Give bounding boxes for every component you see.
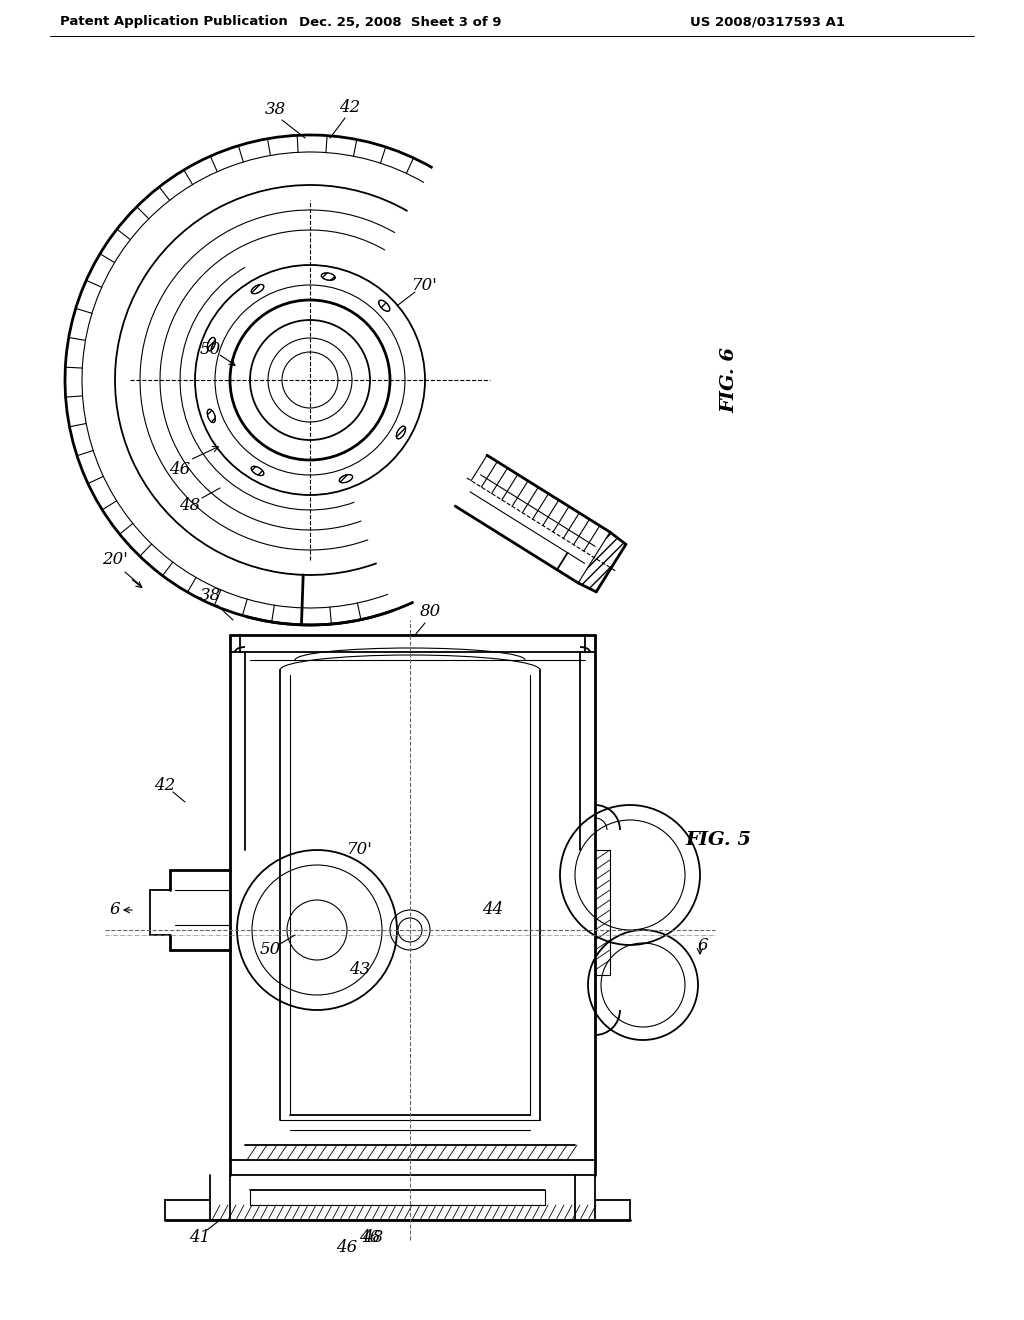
Text: 46: 46 — [336, 1239, 357, 1257]
Text: 6: 6 — [110, 902, 120, 919]
Ellipse shape — [251, 466, 264, 475]
Text: 44: 44 — [482, 902, 504, 919]
Text: Patent Application Publication: Patent Application Publication — [60, 16, 288, 29]
Ellipse shape — [379, 300, 390, 312]
Text: 38: 38 — [264, 102, 286, 119]
Text: 46: 46 — [359, 1229, 381, 1246]
Text: 48: 48 — [362, 1229, 384, 1246]
Text: 20': 20' — [102, 552, 128, 569]
Ellipse shape — [322, 273, 335, 280]
Text: FIG. 6: FIG. 6 — [720, 347, 738, 413]
Ellipse shape — [207, 409, 215, 422]
Text: 50: 50 — [200, 342, 220, 359]
Text: 48: 48 — [179, 496, 201, 513]
Text: 70': 70' — [412, 276, 438, 293]
Text: 41: 41 — [189, 1229, 211, 1246]
Text: 38: 38 — [200, 586, 220, 603]
Text: 6: 6 — [697, 936, 709, 953]
Text: 42: 42 — [339, 99, 360, 116]
Text: 70': 70' — [347, 842, 373, 858]
Text: 80: 80 — [420, 603, 440, 620]
Ellipse shape — [207, 338, 215, 351]
Text: 42: 42 — [155, 776, 176, 793]
Text: US 2008/0317593 A1: US 2008/0317593 A1 — [690, 16, 845, 29]
Text: Dec. 25, 2008  Sheet 3 of 9: Dec. 25, 2008 Sheet 3 of 9 — [299, 16, 502, 29]
Text: 50: 50 — [259, 941, 281, 958]
Text: 43: 43 — [349, 961, 371, 978]
Ellipse shape — [396, 426, 406, 438]
Ellipse shape — [251, 284, 264, 293]
Text: FIG. 5: FIG. 5 — [685, 832, 751, 849]
Ellipse shape — [339, 475, 352, 483]
Text: 46: 46 — [169, 462, 190, 479]
